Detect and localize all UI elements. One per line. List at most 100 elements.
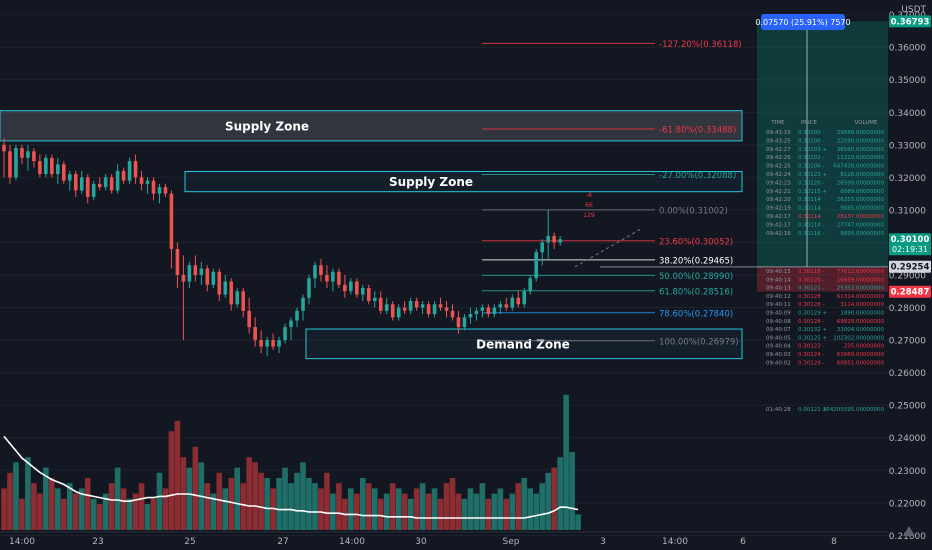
candle-body bbox=[223, 281, 228, 295]
trade-time: 09:40:02 bbox=[766, 360, 791, 366]
trade-price: 0.30100 - bbox=[798, 138, 824, 144]
volume-bar bbox=[55, 488, 61, 530]
zones-layer[interactable]: Supply Zone Supply Zone Demand Zone bbox=[0, 110, 743, 360]
price-tick-label: 0.34000 bbox=[889, 109, 926, 119]
price-tick-label: 0.23000 bbox=[889, 467, 926, 477]
trade-price: 0.30103 + bbox=[798, 147, 827, 153]
time-tick-label: 27 bbox=[277, 537, 288, 547]
price-axis[interactable]: 0.370000.360000.350000.340000.330000.320… bbox=[888, 0, 932, 550]
volume-bar bbox=[395, 488, 402, 530]
zone-box bbox=[184, 171, 743, 193]
candle-body bbox=[241, 291, 245, 311]
candle-body bbox=[205, 268, 210, 285]
volume-bar bbox=[288, 483, 294, 530]
candle-body bbox=[85, 177, 90, 197]
candle-body bbox=[540, 242, 544, 253]
time-tick-label: 14:00 bbox=[339, 537, 365, 547]
volume-bar bbox=[533, 493, 540, 530]
volume-bar bbox=[37, 493, 43, 530]
candle-body bbox=[402, 307, 407, 311]
drawing-label: 129 bbox=[583, 212, 595, 219]
candle-body bbox=[169, 193, 174, 249]
position-tool[interactable]: 0.07570 (25.91%) 7570 bbox=[600, 14, 888, 292]
trade-price: 0.30125 + bbox=[798, 335, 827, 341]
candle-body bbox=[211, 271, 216, 285]
trade-price: 0.30128 - bbox=[798, 302, 824, 308]
candle-body bbox=[73, 174, 78, 191]
candle-body bbox=[534, 252, 539, 279]
volume-bar bbox=[485, 498, 492, 530]
volume-bar bbox=[348, 488, 354, 530]
candle-body bbox=[62, 164, 66, 181]
candle-body bbox=[396, 307, 401, 318]
candle-body bbox=[337, 271, 341, 285]
trade-price: 0.30129 + bbox=[798, 311, 827, 317]
candle-body bbox=[301, 297, 305, 311]
candle-body bbox=[163, 187, 168, 194]
volume-bar bbox=[96, 504, 103, 530]
candle-body bbox=[295, 310, 299, 321]
fib-level-label: 100.00%(0.26979) bbox=[659, 337, 739, 347]
trade-price: 0.30121 - bbox=[798, 286, 824, 292]
candle-body bbox=[157, 187, 162, 194]
trade-price: 0.30116 - bbox=[798, 231, 824, 237]
trade-volume: 61669.00000000 bbox=[837, 352, 885, 358]
fibonacci-layer[interactable]: -127.20%(0.36118) -61.80%(0.33488) -27.00%… bbox=[482, 40, 742, 347]
volume-bar bbox=[252, 462, 258, 530]
trade-price: 0.30123 - bbox=[798, 344, 824, 350]
price-tick-label: 0.33000 bbox=[889, 141, 926, 151]
candle-body bbox=[133, 161, 138, 178]
volume-bar bbox=[222, 488, 229, 530]
candle-body bbox=[522, 291, 527, 305]
candle-body bbox=[372, 297, 377, 302]
candle-body bbox=[91, 183, 96, 197]
price-tick-label: 0.26000 bbox=[889, 369, 926, 379]
trade-time: 09:40:07 bbox=[766, 327, 791, 333]
volume-bar bbox=[174, 420, 181, 530]
candle-body bbox=[319, 265, 323, 275]
trade-volume: 29588.00000000 bbox=[837, 130, 885, 136]
trade-volume: 28137.00000000 bbox=[837, 214, 885, 220]
volume-bar bbox=[563, 394, 569, 530]
price-tick-label: 0.22000 bbox=[889, 499, 926, 509]
candle-body bbox=[474, 310, 479, 315]
time-tick-label: 30 bbox=[415, 537, 427, 547]
candle-body bbox=[516, 297, 521, 305]
volume-bar bbox=[306, 478, 312, 530]
candle-body bbox=[378, 297, 383, 311]
trade-volume: 354205595.00000000 bbox=[823, 407, 885, 413]
volume-bar bbox=[264, 478, 270, 530]
price-tick-label: 0.28000 bbox=[889, 304, 926, 314]
trade-time: 09:42:23 bbox=[766, 180, 791, 186]
volume-bar bbox=[258, 472, 264, 530]
candle-body bbox=[325, 275, 329, 282]
volume-bar bbox=[318, 488, 324, 530]
candle-body bbox=[44, 157, 48, 175]
volume-bar bbox=[108, 483, 115, 530]
volume-bar bbox=[527, 488, 534, 530]
time-axis[interactable]: 14:00 23 25 27 14:00 30 Sep 3 14:00 6 8 bbox=[0, 531, 888, 547]
trade-time: 09:40:08 bbox=[766, 319, 791, 325]
time-tick-label: 6 bbox=[740, 537, 746, 547]
candle-body bbox=[38, 161, 42, 175]
trade-time: 09:40:03 bbox=[766, 352, 791, 358]
price-tag-bg bbox=[889, 285, 931, 298]
trade-price: 0.30118 - bbox=[798, 269, 824, 275]
candle-body bbox=[121, 170, 126, 181]
candle-body bbox=[349, 281, 353, 292]
volume-bar bbox=[19, 498, 25, 530]
zone-label: Supply Zone bbox=[225, 119, 309, 133]
trade-volume: 3114.00000000 bbox=[840, 302, 884, 308]
candle-body bbox=[283, 327, 287, 341]
volume-bar bbox=[7, 472, 13, 530]
candle-body bbox=[528, 278, 533, 292]
volume-bar bbox=[330, 493, 336, 530]
price-tick-label: 0.27000 bbox=[889, 337, 926, 347]
time-tick-label: 14:00 bbox=[662, 537, 688, 547]
trade-price: 0.30120 - bbox=[798, 180, 824, 186]
volume-bar bbox=[389, 483, 396, 530]
candle-body bbox=[187, 265, 192, 282]
tradingview-logo bbox=[903, 526, 915, 536]
fib-trend-line bbox=[574, 229, 641, 268]
